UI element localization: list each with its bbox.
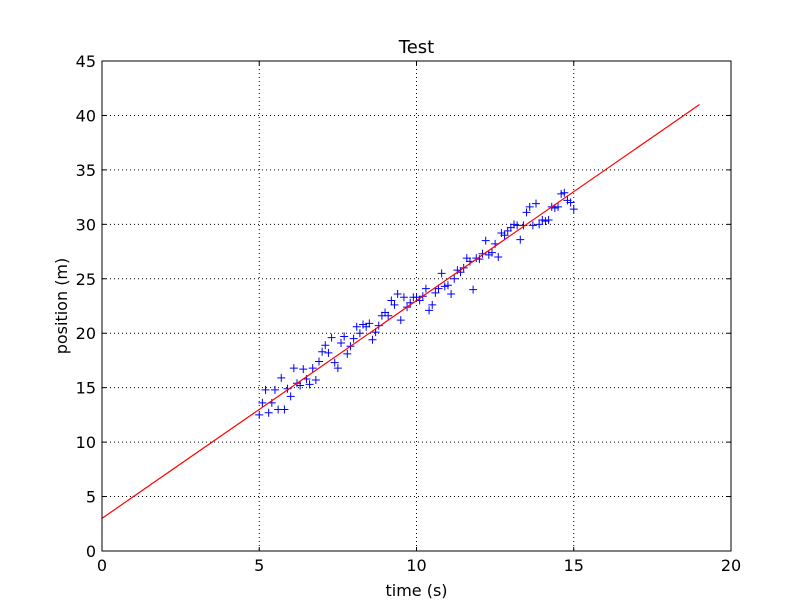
data-point: [384, 311, 393, 320]
data-point: [261, 385, 270, 394]
chart-title: Test: [398, 37, 434, 58]
data-point: [333, 364, 342, 373]
data-point: [258, 398, 267, 407]
y-tick-label: 20: [76, 324, 96, 343]
data-point: [286, 392, 295, 401]
data-point: [264, 408, 273, 417]
data-point: [355, 329, 364, 338]
data-point: [270, 385, 279, 394]
data-point: [396, 316, 405, 325]
data-point: [311, 376, 320, 385]
data-point: [343, 349, 352, 358]
data-point: [516, 235, 525, 244]
plot-data: [101, 104, 700, 519]
data-point: [532, 199, 541, 208]
x-tick-label: 0: [97, 556, 107, 575]
x-tick-label: 5: [254, 556, 264, 575]
data-point: [337, 339, 346, 348]
y-tick-label: 40: [76, 106, 96, 125]
axes: 0 5 10 15 20 0 5 10 15 20 25 30 35 40 45: [76, 52, 742, 575]
data-point: [327, 333, 336, 342]
data-point: [255, 410, 264, 419]
data-point: [365, 319, 374, 328]
data-point: [450, 274, 459, 283]
data-point: [390, 300, 399, 309]
data-point: [308, 364, 317, 373]
data-point: [305, 380, 314, 389]
data-point: [487, 248, 496, 257]
data-point: [283, 384, 292, 393]
data-point: [330, 358, 339, 367]
data-point: [469, 285, 478, 294]
data-point: [437, 269, 446, 278]
y-tick-label: 25: [76, 270, 96, 289]
data-point: [296, 381, 305, 390]
data-point: [340, 332, 349, 341]
data-point: [525, 202, 534, 211]
data-point: [535, 220, 544, 229]
data-point: [315, 357, 324, 366]
data-point: [374, 321, 383, 330]
data-point: [299, 365, 308, 374]
x-tick-label: 20: [721, 556, 741, 575]
data-point: [560, 188, 569, 197]
y-tick-label: 35: [76, 161, 96, 180]
data-point: [554, 202, 563, 211]
y-tick-label: 5: [86, 488, 96, 507]
data-point: [428, 300, 437, 309]
data-point: [352, 322, 361, 331]
grid: [102, 61, 731, 551]
data-point: [368, 335, 377, 344]
x-tick-label: 15: [564, 556, 584, 575]
data-point: [528, 221, 537, 230]
y-tick-label: 0: [86, 542, 96, 561]
data-point: [500, 231, 509, 240]
data-point: [519, 221, 528, 230]
y-tick-label: 30: [76, 215, 96, 234]
data-point: [393, 290, 402, 299]
data-point: [544, 215, 553, 224]
data-point: [280, 405, 289, 414]
y-tick-label: 10: [76, 433, 96, 452]
data-point: [481, 236, 490, 245]
data-point: [324, 348, 333, 357]
y-tick-label: 45: [76, 52, 96, 71]
data-point: [494, 253, 503, 261]
data-point: [569, 205, 578, 214]
data-point: [478, 249, 487, 258]
data-point: [443, 281, 452, 290]
y-axis-title: position (m): [52, 258, 71, 355]
x-tick-label: 10: [406, 556, 426, 575]
data-point: [431, 288, 440, 297]
data-point: [289, 364, 298, 373]
data-point: [387, 296, 396, 305]
fit-line: [101, 104, 700, 519]
data-point: [399, 293, 408, 302]
y-tick-label: 15: [76, 379, 96, 398]
data-point: [318, 347, 327, 356]
data-point: [277, 373, 286, 382]
data-point: [321, 341, 330, 350]
data-point: [349, 334, 358, 343]
data-point: [425, 306, 434, 315]
data-point: [447, 290, 456, 299]
data-point: [421, 284, 430, 293]
data-point: [566, 198, 575, 207]
data-point: [522, 208, 531, 217]
x-axis-title: time (s): [385, 581, 447, 600]
